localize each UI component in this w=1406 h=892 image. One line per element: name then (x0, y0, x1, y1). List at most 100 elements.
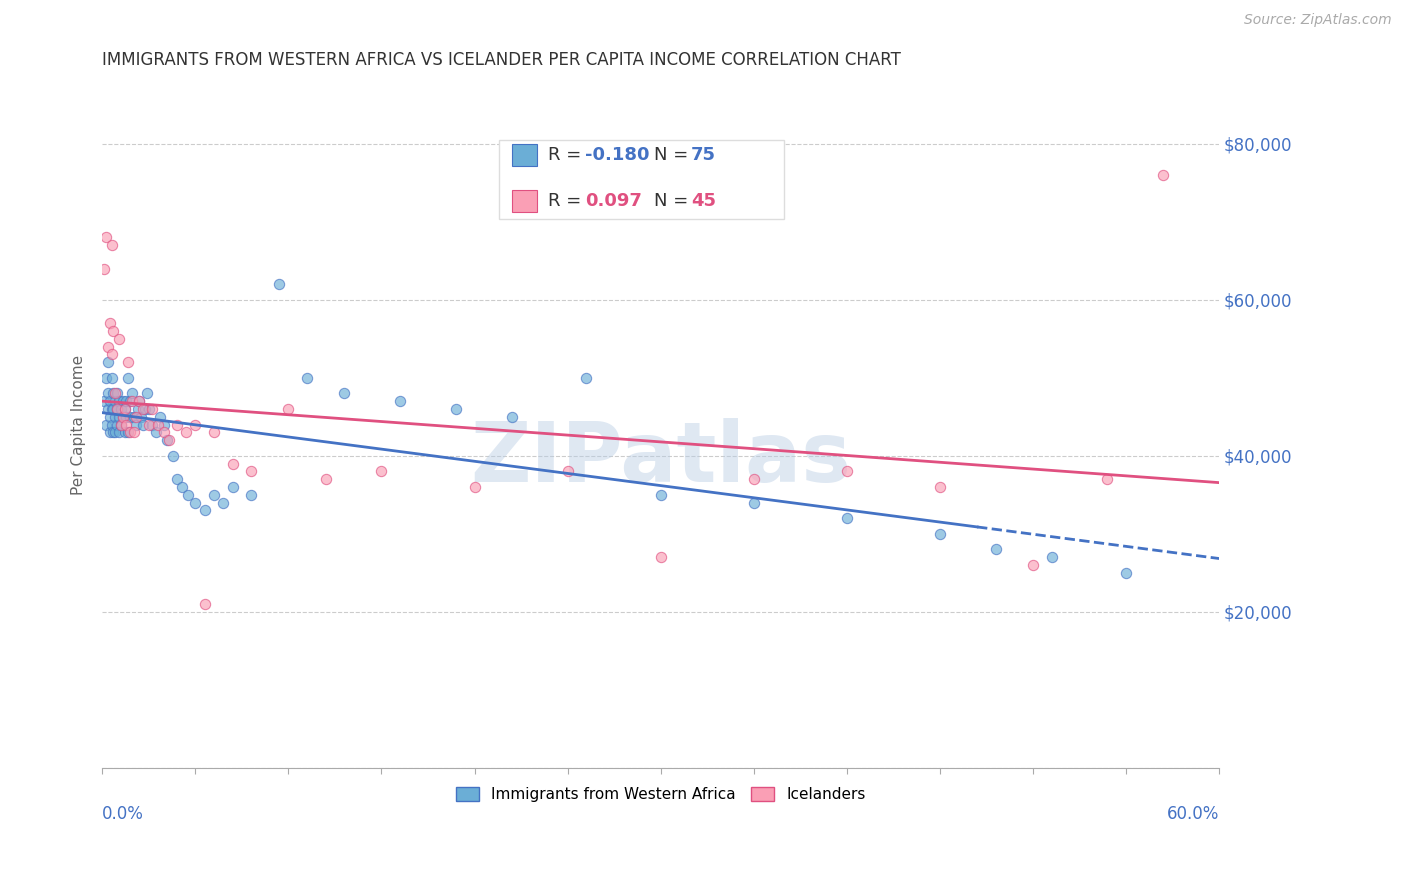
Point (100, 347, 122, 361)
Point (128, 394, 150, 409)
Point (202, 425, 225, 440)
Point (557, 464, 579, 478)
Point (1152, 168, 1174, 182)
Point (98, 316, 121, 330)
Point (104, 409, 127, 424)
Point (98, 409, 121, 424)
Point (108, 409, 131, 424)
Point (120, 409, 142, 424)
Point (110, 401, 132, 416)
Point (122, 425, 145, 440)
Point (120, 425, 142, 440)
Point (184, 417, 207, 432)
Text: ZIPatlas: ZIPatlas (470, 418, 851, 500)
Point (240, 464, 263, 478)
Point (1115, 566, 1137, 580)
Point (212, 495, 235, 509)
Point (115, 417, 138, 432)
Point (105, 401, 128, 416)
Point (94, 230, 117, 244)
Point (111, 409, 134, 424)
Point (194, 597, 217, 611)
Text: N =: N = (654, 192, 695, 210)
Point (121, 386, 143, 401)
Point (103, 386, 125, 401)
Point (103, 324, 125, 338)
Point (115, 394, 138, 409)
Point (166, 417, 188, 432)
Point (105, 386, 128, 401)
Point (202, 488, 225, 502)
Point (114, 401, 136, 416)
Text: Source: ZipAtlas.com: Source: ZipAtlas.com (1244, 13, 1392, 28)
Point (108, 425, 131, 440)
Point (117, 355, 139, 369)
Point (174, 425, 197, 440)
Point (104, 425, 127, 440)
Point (162, 449, 184, 463)
Point (98, 425, 121, 440)
Point (240, 488, 263, 502)
Point (835, 511, 858, 525)
Text: 45: 45 (690, 192, 716, 210)
Point (97, 401, 120, 416)
Point (100, 238, 122, 252)
Point (100, 417, 122, 432)
Point (138, 401, 160, 416)
Point (184, 495, 207, 509)
Point (166, 472, 188, 486)
Point (177, 488, 200, 502)
Point (114, 401, 136, 416)
Point (100, 370, 122, 384)
Point (389, 394, 412, 409)
Point (221, 457, 243, 471)
Point (370, 464, 392, 478)
Point (156, 433, 179, 447)
Point (127, 401, 149, 416)
Text: 0.0%: 0.0% (103, 805, 143, 823)
Point (94, 370, 117, 384)
Point (97, 386, 120, 401)
Point (157, 433, 180, 447)
Point (117, 425, 139, 440)
Point (333, 386, 356, 401)
Point (110, 417, 132, 432)
Legend: Immigrants from Western Africa, Icelanders: Immigrants from Western Africa, Icelande… (450, 780, 872, 808)
Point (132, 401, 155, 416)
Point (108, 394, 131, 409)
Point (444, 401, 467, 416)
Point (131, 409, 153, 424)
Point (97, 355, 120, 369)
Point (221, 480, 243, 494)
Point (117, 370, 139, 384)
Point (103, 425, 125, 440)
Point (172, 480, 194, 494)
Point (267, 277, 290, 292)
Point (111, 409, 134, 424)
Point (122, 409, 145, 424)
Point (149, 409, 172, 424)
Point (135, 386, 157, 401)
Point (1022, 558, 1045, 572)
Y-axis label: Per Capita Income: Per Capita Income (72, 354, 86, 494)
Point (115, 409, 138, 424)
Point (114, 425, 136, 440)
Text: IMMIGRANTS FROM WESTERN AFRICA VS ICELANDER PER CAPITA INCOME CORRELATION CHART: IMMIGRANTS FROM WESTERN AFRICA VS ICELAN… (103, 51, 901, 69)
Point (928, 480, 950, 494)
FancyBboxPatch shape (499, 140, 783, 219)
Text: N =: N = (654, 145, 695, 164)
Point (742, 495, 765, 509)
Point (103, 401, 125, 416)
Point (742, 472, 765, 486)
Text: 0.097: 0.097 (585, 192, 641, 210)
Point (134, 401, 156, 416)
Text: R =: R = (548, 145, 586, 164)
Point (1097, 472, 1119, 486)
Point (984, 542, 1007, 557)
Point (1040, 550, 1063, 565)
Point (105, 401, 128, 416)
Point (141, 401, 163, 416)
Point (650, 488, 672, 502)
Point (835, 464, 858, 478)
Point (928, 526, 950, 541)
